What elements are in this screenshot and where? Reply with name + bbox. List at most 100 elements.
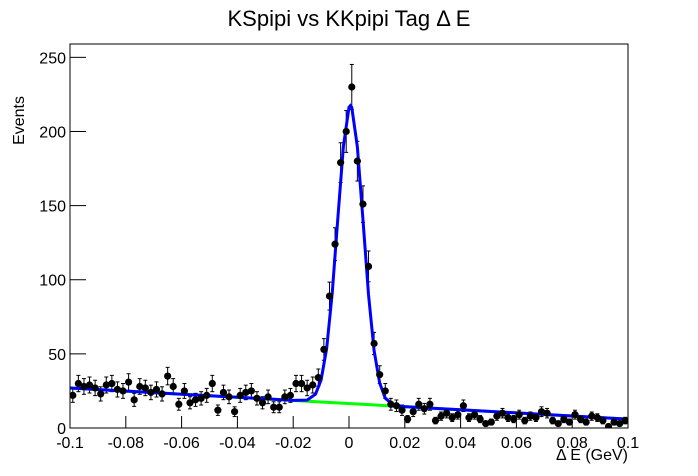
data-point xyxy=(214,406,222,414)
data-point xyxy=(537,408,546,416)
data-point xyxy=(604,422,613,428)
data-point xyxy=(275,403,283,411)
data-point xyxy=(169,382,177,391)
data-point xyxy=(342,127,350,136)
data-point xyxy=(593,414,601,422)
y-tick-label: 200 xyxy=(39,124,66,141)
data-point xyxy=(549,416,557,425)
data-point xyxy=(141,384,149,392)
data-point xyxy=(359,200,367,208)
data-point xyxy=(431,416,440,425)
data-point xyxy=(348,83,356,91)
data-point xyxy=(526,412,534,420)
data-point xyxy=(482,419,490,428)
x-tick-label: 0.04 xyxy=(445,435,476,452)
data-point xyxy=(353,157,361,165)
data-point xyxy=(158,390,166,398)
data-point xyxy=(443,409,451,417)
data-point xyxy=(510,415,518,423)
data-point xyxy=(97,390,105,398)
data-point xyxy=(136,382,144,391)
data-point xyxy=(532,414,540,422)
x-tick-label: 0.1 xyxy=(617,435,639,452)
data-point xyxy=(175,400,183,408)
data-point xyxy=(320,345,328,354)
data-point xyxy=(560,415,568,423)
data-point xyxy=(247,387,255,395)
data-point xyxy=(582,418,590,426)
data-point xyxy=(119,387,127,395)
data-point xyxy=(521,416,529,425)
x-tick-label: -0.1 xyxy=(56,435,84,452)
data-point xyxy=(113,385,122,394)
data-point xyxy=(108,379,116,388)
data-point xyxy=(191,396,200,404)
data-point xyxy=(264,393,272,401)
data-point xyxy=(197,394,205,402)
data-point xyxy=(80,382,88,391)
data-point xyxy=(565,418,574,426)
x-tick-label: -0.02 xyxy=(275,435,312,452)
data-point xyxy=(314,373,322,382)
data-point xyxy=(309,381,317,389)
data-point xyxy=(576,415,585,423)
data-point xyxy=(487,418,495,426)
data-point xyxy=(370,339,378,348)
x-tick-label: -0.06 xyxy=(163,435,200,452)
data-point xyxy=(331,240,339,248)
data-point xyxy=(180,387,188,395)
data-point xyxy=(236,391,244,399)
y-tick-label: 250 xyxy=(39,50,66,67)
data-point xyxy=(476,415,484,423)
data-point xyxy=(398,406,406,414)
data-point xyxy=(303,384,311,392)
data-point xyxy=(124,378,133,386)
data-point xyxy=(403,415,412,423)
data-point xyxy=(392,402,401,410)
data-point xyxy=(454,411,462,419)
data-point xyxy=(186,399,194,407)
data-point xyxy=(493,412,501,420)
data-point xyxy=(152,385,161,394)
data-point xyxy=(426,400,434,408)
data-point xyxy=(203,391,211,399)
data-point xyxy=(621,416,628,425)
data-point xyxy=(147,388,155,397)
data-point xyxy=(498,409,507,417)
data-point xyxy=(448,414,456,422)
x-tick-label: 0.08 xyxy=(557,435,588,452)
plot-area xyxy=(70,63,628,428)
data-point xyxy=(208,379,216,388)
data-point xyxy=(571,411,579,419)
chart-title: KSpipi vs KKpipi Tag Δ E xyxy=(228,6,471,31)
data-point xyxy=(219,388,228,397)
data-point xyxy=(554,419,562,428)
x-tick-label: 0.06 xyxy=(501,435,532,452)
data-point xyxy=(588,412,596,420)
data-point xyxy=(281,393,289,401)
data-point xyxy=(599,416,607,425)
x-tick-label: 0.02 xyxy=(389,435,420,452)
data-point xyxy=(376,371,384,379)
data-point xyxy=(225,393,233,401)
data-point xyxy=(364,262,373,270)
data-point xyxy=(270,403,278,411)
data-point xyxy=(102,381,110,389)
data-point xyxy=(504,414,512,422)
data-point xyxy=(70,391,77,399)
data-point xyxy=(292,379,300,388)
data-point xyxy=(515,411,523,419)
data-point xyxy=(85,381,94,389)
data-point xyxy=(130,396,138,404)
x-tick-label: -0.08 xyxy=(108,435,145,452)
data-point xyxy=(409,408,417,416)
data-point xyxy=(91,384,99,392)
y-tick-label: 100 xyxy=(39,273,66,290)
x-axis-label: Δ E (GeV) xyxy=(556,447,628,464)
data-point xyxy=(242,388,250,397)
y-tick-label: 0 xyxy=(57,421,66,438)
x-tick-label: 0 xyxy=(345,435,354,452)
data-point xyxy=(616,419,624,428)
data-point xyxy=(337,159,345,167)
frame xyxy=(69,43,629,429)
